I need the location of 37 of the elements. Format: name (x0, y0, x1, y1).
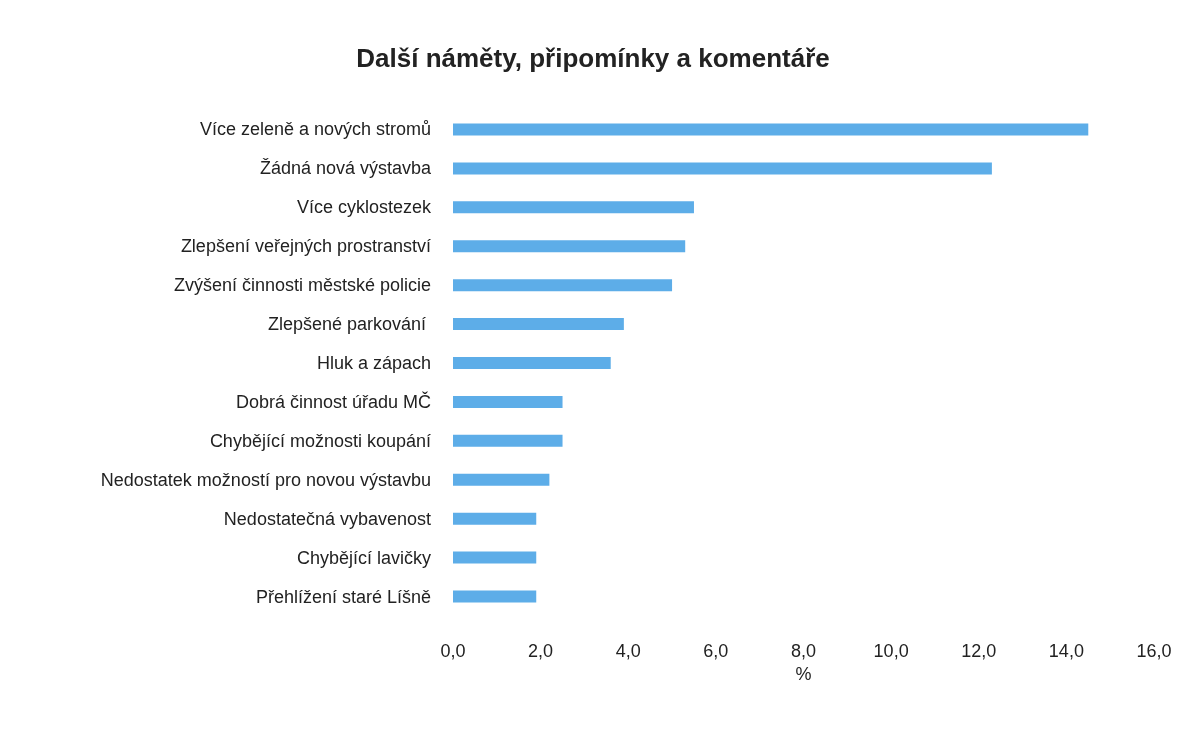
y-tick-label: Nedostatek možností pro novou výstavbu (100, 469, 431, 490)
bar (453, 123, 1089, 136)
bar (453, 551, 537, 564)
bar (453, 434, 563, 447)
bar (453, 512, 537, 525)
x-tick-label: 6,0 (703, 641, 729, 661)
x-tick-label: 0,0 (440, 641, 466, 661)
y-tick-label: Nedostatečná vybavenost (223, 508, 431, 529)
x-tick-label: 8,0 (790, 641, 817, 661)
x-tick-label: 16,0 (1136, 641, 1172, 661)
bar (453, 395, 563, 408)
y-tick-label: Více cyklostezek (296, 197, 432, 218)
x-axis-title: % (795, 663, 812, 684)
bar (453, 318, 624, 331)
y-tick-label: Dobrá činnost úřadu MČ (235, 390, 431, 412)
bar (453, 590, 537, 603)
x-tick-label: 4,0 (615, 641, 641, 661)
bar (453, 279, 673, 292)
y-tick-label: Více zeleně a nových stromů (199, 119, 431, 140)
y-tick-label: Hluk a zápach (316, 353, 431, 373)
y-tick-label: Zlepšení veřejných prostranství (180, 236, 431, 257)
bar (453, 357, 611, 369)
x-tick-label: 10,0 (873, 641, 909, 661)
x-tick-label: 12,0 (961, 641, 997, 661)
chart-title: Další náměty, připomínky a komentáře (356, 43, 830, 73)
y-tick-label: Žádná nová výstavba (259, 158, 432, 179)
y-tick-label: Chybějící možnosti koupání (209, 430, 431, 451)
y-tick-label: Chybějící lavičky (296, 547, 431, 568)
bar (453, 473, 550, 486)
bar (453, 162, 992, 175)
x-tick-label: 14,0 (1048, 641, 1084, 661)
y-tick-label: Zlepšené parkování (267, 314, 431, 335)
y-tick-label: Přehlížení staré Líšně (255, 586, 431, 607)
bar (453, 201, 694, 214)
x-tick-label: 2,0 (528, 641, 554, 661)
y-tick-label: Zvýšení činnosti městské policie (173, 275, 431, 296)
bar (453, 240, 686, 253)
